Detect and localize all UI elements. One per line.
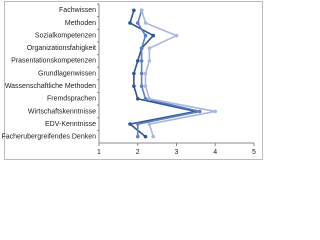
point — [213, 109, 218, 114]
point — [197, 109, 202, 114]
point — [151, 33, 156, 38]
point — [128, 122, 132, 126]
point — [143, 84, 148, 88]
point — [128, 21, 132, 25]
point — [139, 59, 144, 63]
point — [135, 21, 140, 25]
point — [139, 46, 144, 51]
point — [135, 96, 140, 101]
x-tick-label: 4 — [213, 149, 217, 156]
point — [147, 59, 152, 63]
point — [139, 8, 144, 13]
point — [143, 134, 148, 139]
y-tick-label: Fachwissen — [59, 7, 96, 14]
y-tick-label: Grundlagenwissen — [38, 70, 96, 77]
point — [135, 59, 140, 63]
chart: 1 2 3 4 5 Fachwissen Methoden Sozialkompetenzen… — [1, 1, 263, 160]
point — [147, 96, 152, 101]
point — [139, 71, 144, 76]
page: {"chart_data": {"type": "line", "orienta… — [1, 1, 263, 160]
point — [143, 33, 148, 38]
y-tick-label: Prasentationskompetenzen — [11, 58, 96, 65]
x-tick-label: 1 — [97, 149, 101, 156]
y-tick-label: Organizationsfahigkeit — [27, 45, 96, 52]
y-tick-label: Fremdsprachen — [47, 96, 96, 103]
point — [132, 84, 136, 88]
y-tick-label: Wirtschaftskenntnisse — [28, 108, 96, 115]
x-tick-label: 2 — [136, 149, 140, 156]
y-tick-label: Facherubergreifendes Denken — [1, 134, 96, 141]
point — [143, 96, 148, 101]
point — [151, 134, 156, 139]
y-tick-label: Wassenschaftliche Methoden — [5, 83, 96, 90]
point — [174, 33, 179, 38]
y-tick-label: EDV-Kenntnisse — [45, 121, 96, 128]
point — [132, 8, 136, 13]
point — [135, 134, 140, 139]
point — [135, 122, 140, 126]
point — [139, 84, 144, 88]
x-tick-label: 5 — [252, 149, 256, 156]
point — [143, 21, 148, 25]
y-tick-label: Methoden — [65, 20, 96, 27]
point — [132, 71, 136, 76]
y-tick-label: Sozialkompetenzen — [35, 32, 96, 39]
point — [143, 71, 148, 76]
point — [147, 122, 152, 126]
x-tick-label: 3 — [175, 149, 179, 156]
point — [147, 46, 152, 51]
